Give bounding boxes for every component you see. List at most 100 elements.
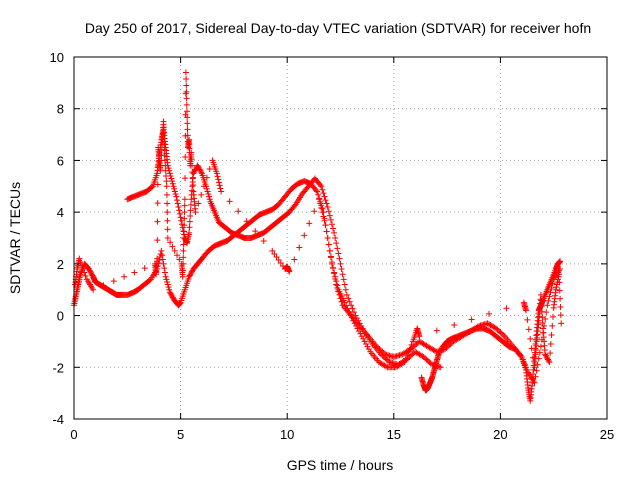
data-point (537, 343, 544, 350)
data-point (404, 352, 411, 359)
data-point (183, 95, 190, 102)
data-point (162, 162, 169, 169)
data-point (333, 278, 340, 285)
data-point (436, 350, 443, 357)
data-point (163, 172, 170, 179)
data-point (213, 170, 220, 177)
data-point (361, 338, 368, 345)
data-point (319, 186, 326, 193)
data-point (141, 265, 148, 272)
data-point (426, 359, 433, 366)
data-point (171, 247, 178, 254)
data-point (86, 267, 93, 274)
data-point (163, 178, 170, 185)
data-point (164, 278, 171, 285)
data-point (533, 367, 540, 374)
data-point (180, 260, 187, 267)
data-point (538, 297, 545, 304)
data-point (539, 314, 546, 321)
y-tick-label: 4 (57, 205, 64, 220)
data-point (301, 232, 308, 239)
data-point (545, 356, 552, 363)
data-point (273, 253, 280, 260)
data-point (322, 222, 329, 229)
data-point (402, 355, 409, 362)
data-point (317, 200, 324, 207)
data-point (291, 256, 298, 263)
data-point (205, 191, 212, 198)
data-point (352, 312, 359, 319)
data-point (379, 352, 386, 359)
data-point (169, 180, 176, 187)
data-point (169, 293, 176, 300)
data-point (174, 252, 181, 259)
data-point (346, 298, 353, 305)
data-point (252, 228, 259, 235)
data-point (181, 215, 188, 222)
x-tick-label: 5 (177, 427, 184, 442)
data-point (497, 329, 504, 336)
data-point (517, 352, 524, 359)
data-point (548, 331, 555, 338)
data-point (80, 266, 87, 273)
series-track-c (418, 258, 564, 404)
data-point (325, 208, 332, 215)
x-tick-labels: 0 5 10 15 20 25 (70, 427, 614, 442)
data-point (400, 359, 407, 366)
data-point (331, 269, 338, 276)
data-point (522, 307, 529, 314)
data-point (164, 226, 171, 233)
data-point (183, 101, 190, 108)
data-point (215, 176, 222, 183)
data-point (204, 188, 211, 195)
data-point (527, 335, 534, 342)
data-point (183, 88, 190, 95)
data-point (161, 141, 168, 148)
data-point (339, 271, 346, 278)
y-tick-label: 10 (50, 50, 64, 65)
data-point (306, 220, 313, 227)
data-point (341, 281, 348, 288)
data-point (186, 229, 193, 236)
data-point (162, 273, 169, 280)
data-point (420, 353, 427, 360)
data-point (183, 108, 190, 115)
data-point (317, 181, 324, 188)
data-point (382, 363, 389, 370)
data-point (183, 75, 190, 82)
y-tick-label: 2 (57, 257, 64, 272)
data-point (328, 221, 335, 228)
data-point (154, 181, 161, 188)
data-point (405, 348, 412, 355)
data-point (433, 327, 440, 334)
data-point (437, 364, 444, 371)
data-point (544, 302, 551, 309)
data-point (311, 208, 318, 215)
data-point (468, 316, 475, 323)
data-point (554, 276, 561, 283)
data-point (557, 303, 564, 310)
data-point (327, 254, 334, 261)
data-point (438, 346, 445, 353)
data-point (334, 245, 341, 252)
data-point (182, 175, 189, 182)
data-point (188, 149, 195, 156)
data-point (190, 170, 197, 177)
data-point (188, 269, 195, 276)
data-point (333, 240, 340, 247)
data-point (179, 273, 186, 280)
data-point (182, 69, 189, 76)
data-point (173, 193, 180, 200)
data-point (76, 255, 83, 262)
data-point (172, 191, 179, 198)
data-point (180, 241, 187, 248)
data-point (380, 353, 387, 360)
data-point (195, 163, 202, 170)
data-point (201, 183, 208, 190)
data-point (154, 237, 161, 244)
data-point (178, 217, 185, 224)
data-point (557, 295, 564, 302)
data-point (345, 295, 352, 302)
y-tick-label: 6 (57, 153, 64, 168)
data-point (181, 202, 188, 209)
